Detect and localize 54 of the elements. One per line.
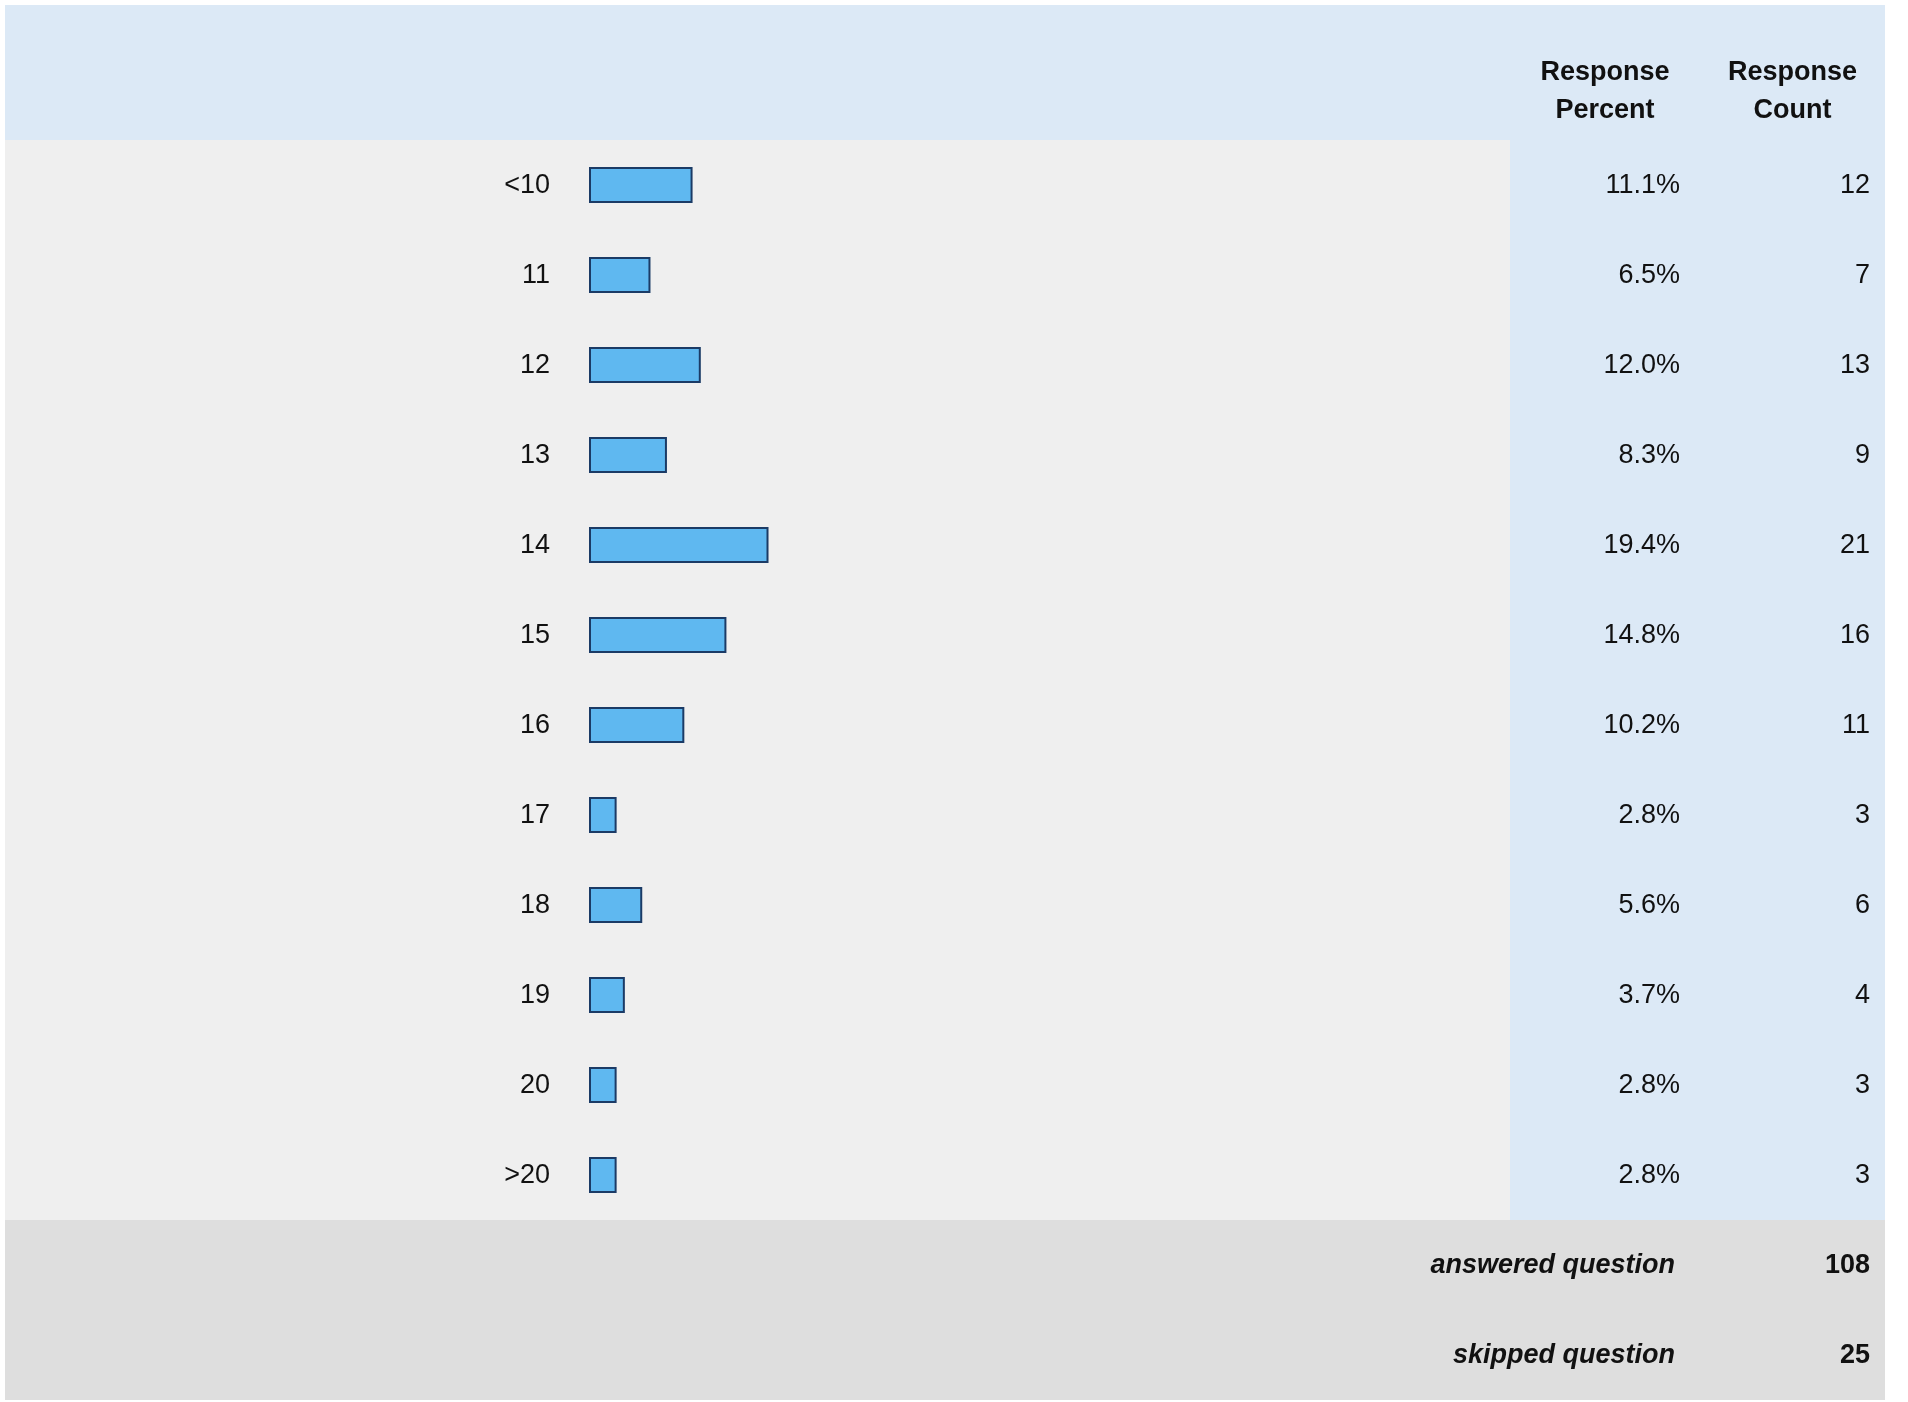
y-tick-label: 11 [521,259,550,289]
y-tick-label: 12 [519,349,550,379]
data-label: 11.1% [1605,169,1680,199]
y-tick-label: <10 [504,169,550,199]
y-tick-label: 18 [519,889,550,919]
text: 12 [1839,169,1870,199]
text: skipped question [1452,1339,1675,1369]
y-tick-label: 20 [519,1069,550,1099]
bar [589,436,667,474]
bar [589,166,693,204]
data-label: 12.0% [1603,349,1680,379]
y-tick-label: >20 [504,1159,550,1189]
y-tick-label: 17 [519,799,550,829]
data-label: 3.7% [1618,979,1680,1009]
text: 21 [1839,529,1870,559]
data-label: 2.8% [1618,1159,1680,1189]
bar [589,1066,617,1104]
data-label: 5.6% [1618,889,1680,919]
bar [589,256,651,294]
bar [589,616,727,654]
data-label: 8.3% [1618,439,1680,469]
data-label: 10.2% [1603,709,1680,739]
text: 3 [1854,1069,1870,1099]
data-label: 2.8% [1618,1069,1680,1099]
bar [589,526,769,564]
data-label: 6.5% [1618,259,1680,289]
data-label: 14.8% [1603,619,1680,649]
text: 108 [1824,1249,1870,1279]
text: answered question [1430,1249,1675,1279]
text: 16 [1839,619,1870,649]
text: 6 [1854,889,1870,919]
text: Response Percent [1540,56,1670,124]
text: 4 [1854,979,1870,1009]
bar [589,886,643,924]
text: 11 [1841,709,1870,739]
text: 13 [1839,349,1870,379]
data-label: 2.8% [1618,799,1680,829]
bar [589,796,617,834]
y-tick-label: 16 [519,709,550,739]
text: 7 [1854,259,1870,289]
text: 9 [1854,439,1870,469]
text: Response Count [1727,56,1858,124]
y-tick-label: 19 [519,979,550,1009]
text: 3 [1854,1159,1870,1189]
y-tick-label: 15 [519,619,550,649]
bar [589,1156,617,1194]
y-tick-label: 14 [519,529,550,559]
text: 25 [1839,1339,1870,1369]
bar [589,706,685,744]
y-tick-label: 13 [519,439,550,469]
bar [589,976,625,1014]
bar [589,346,701,384]
text: 3 [1854,799,1870,829]
data-label: 19.4% [1603,529,1680,559]
